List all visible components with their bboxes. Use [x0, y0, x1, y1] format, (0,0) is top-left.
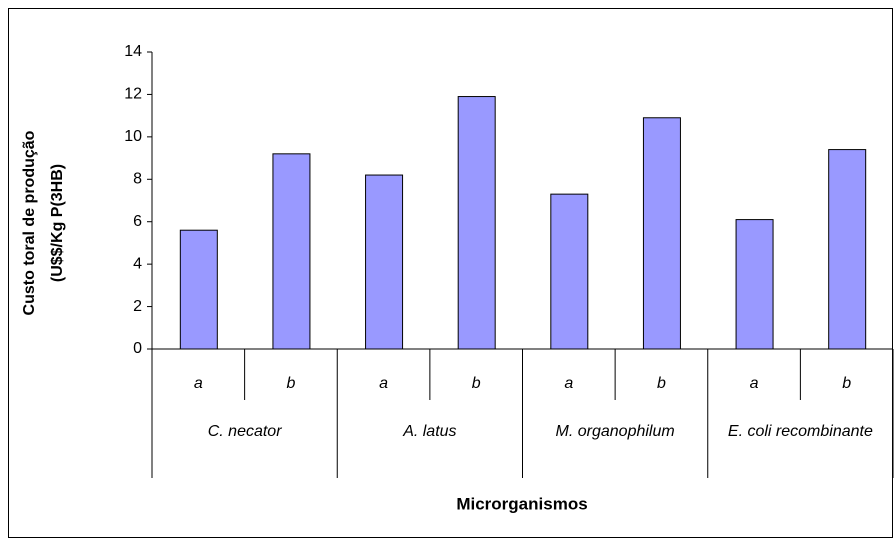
group-label: M. organophilum	[555, 423, 675, 440]
y-tick-label: 0	[133, 340, 142, 357]
x-tick-label: b	[657, 375, 666, 392]
bar	[365, 174, 404, 350]
y-tick-label: 6	[133, 213, 142, 230]
bar	[828, 149, 867, 350]
y-axis-label: (U$$/Kg P(3HB)	[49, 164, 66, 282]
x-tick-label: b	[472, 375, 481, 392]
x-tick-label: b	[842, 375, 851, 392]
group-label: E. coli recombinante	[727, 423, 873, 440]
x-tick-label: b	[286, 375, 295, 392]
x-tick-label: a	[564, 375, 573, 392]
y-tick-label: 2	[133, 298, 142, 315]
y-tick-label: 10	[124, 128, 142, 145]
y-axis-label: Custo toral de produção	[21, 130, 38, 315]
group-label: A. latus	[403, 423, 457, 440]
bar	[550, 193, 589, 350]
y-tick-label: 14	[124, 43, 142, 60]
bar	[735, 219, 774, 350]
y-tick-label: 12	[124, 86, 142, 103]
y-tick-label: 8	[133, 171, 142, 188]
x-tick-label: a	[379, 375, 388, 392]
bar	[642, 117, 681, 350]
y-tick-label: 4	[133, 255, 142, 272]
bar	[272, 153, 311, 350]
bar	[457, 96, 496, 350]
x-tick-label: a	[750, 375, 759, 392]
bar	[179, 229, 218, 350]
x-axis-label: Microrganismos	[456, 494, 587, 513]
x-tick-label: a	[194, 375, 203, 392]
group-label: C. necator	[207, 423, 282, 440]
